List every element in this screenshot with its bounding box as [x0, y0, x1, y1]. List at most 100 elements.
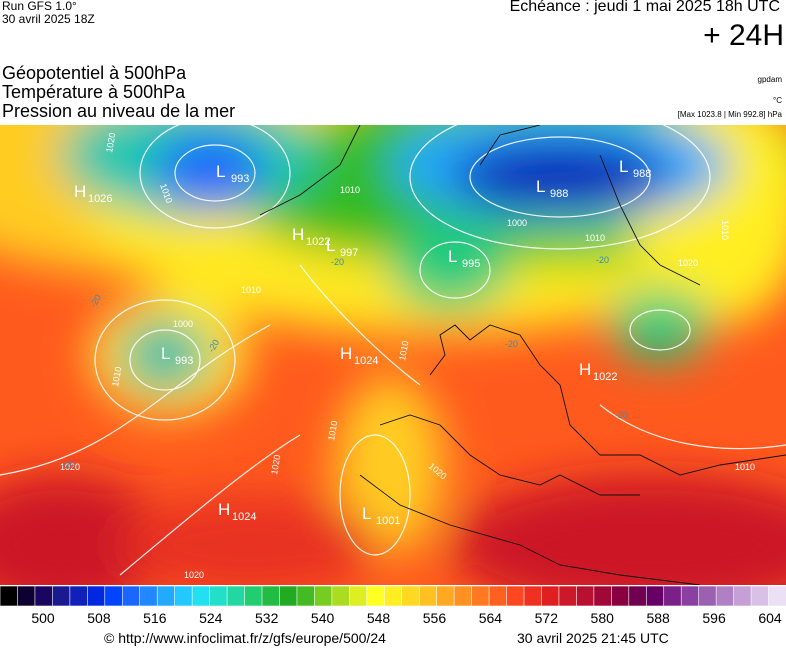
colorbar-swatch [349, 586, 368, 606]
svg-text:1024: 1024 [354, 355, 378, 367]
svg-text:1026: 1026 [88, 193, 112, 205]
svg-text:L: L [619, 157, 628, 176]
colorbar-swatch [87, 586, 106, 606]
colorbar-swatch [401, 586, 421, 606]
colorbar-tick-label: 564 [478, 610, 503, 626]
unit-temperature: °C [773, 96, 782, 105]
colorbar-swatch [296, 586, 316, 606]
svg-text:988: 988 [633, 168, 651, 180]
colorbar-swatch [628, 586, 648, 606]
pressure-center: L 993 [216, 162, 249, 185]
colorbar-swatch [104, 586, 124, 606]
svg-text:H: H [340, 344, 352, 363]
isobars [0, 125, 786, 576]
colorbar-swatch [261, 586, 281, 606]
colorbar-swatch [680, 586, 700, 606]
svg-text:988: 988 [550, 188, 568, 200]
colorbar-swatch [34, 586, 54, 606]
weather-map: L 993 H 1026 H 1022 L 997 L 995 L 988 L 988 L 99… [0, 125, 786, 585]
svg-text:1001: 1001 [376, 515, 400, 527]
colorbar-tick-label: 516 [143, 610, 167, 626]
svg-text:L: L [161, 344, 170, 363]
svg-text:995: 995 [462, 258, 480, 270]
unit-pressure-range: [Max 1023.8 | Min 992.8] hPa [677, 110, 782, 119]
colorbar [0, 586, 786, 606]
pressure-center-labels: L 993 H 1026 H 1022 L 997 L 995 L 988 L 988 L 99… [74, 157, 651, 527]
unit-geopotential: gpdam [757, 75, 782, 84]
colorbar-swatch [593, 586, 613, 606]
colorbar-swatch [558, 586, 578, 606]
colorbar-swatch [768, 586, 786, 606]
temperature-label: -20 [331, 257, 344, 267]
colorbar-swatch [663, 586, 683, 606]
run-date: 30 avril 2025 18Z [2, 12, 95, 26]
colorbar-swatch [52, 586, 71, 606]
pressure-center: L 997 [326, 236, 358, 259]
isobar-label: 1010 [110, 366, 123, 387]
svg-text:993: 993 [231, 173, 249, 185]
colorbar-swatch [576, 586, 595, 606]
colorbar-tick-label: 524 [199, 610, 223, 626]
svg-text:1024: 1024 [232, 511, 256, 523]
svg-text:L: L [362, 504, 371, 523]
pressure-center: L 995 [448, 247, 480, 270]
colorbar-swatch [523, 586, 543, 606]
svg-text:1022: 1022 [306, 236, 330, 248]
pressure-center: H 1022 [579, 360, 617, 383]
temperature-label: -20 [505, 339, 518, 349]
colorbar-swatch [17, 586, 36, 606]
colorbar-swatch [488, 586, 508, 606]
colorbar-swatch [715, 586, 735, 606]
svg-text:H: H [218, 500, 230, 519]
colorbar-swatch [541, 586, 560, 606]
colorbar-swatch [191, 586, 211, 606]
isobar-label: 1020 [104, 132, 117, 153]
colorbar-swatch [226, 586, 246, 606]
colorbar-swatch [331, 586, 351, 606]
isobar-label: 1010 [735, 462, 755, 472]
colorbar-swatch [733, 586, 752, 606]
lead-time-label: + 24H [703, 19, 784, 52]
colorbar-swatch [750, 586, 770, 606]
colorbar-tick-label: 580 [590, 610, 614, 626]
pressure-center: L 988 [536, 177, 568, 200]
colorbar-tick-label: 556 [422, 610, 447, 626]
colorbar-tick-label: 540 [310, 610, 335, 626]
isobar-label: 1010 [241, 285, 261, 295]
colorbar-swatch [244, 586, 263, 606]
title-temperature: Température à 500hPa [2, 82, 186, 102]
isobar-label: 1010 [340, 185, 360, 195]
colorbar-tick-label: 588 [646, 610, 670, 626]
colorbar-swatch [69, 586, 89, 606]
isobar-label: 1000 [173, 319, 193, 329]
colorbar-swatch [611, 586, 630, 606]
run-label: Run GFS 1.0° [2, 0, 77, 13]
colorbar-swatch [436, 586, 456, 606]
colorbar-swatch [645, 586, 665, 606]
pressure-center: L 993 [161, 344, 193, 367]
colorbar-swatch [418, 586, 438, 606]
pressure-center: L 1001 [362, 504, 400, 527]
forecast-time-label: Echéance : jeudi 1 mai 2025 18h UTC [509, 0, 780, 15]
temperature-label: -20 [615, 410, 628, 420]
temperature-label: -20 [62, 460, 75, 470]
colorbar-swatch [453, 586, 473, 606]
colorbar-swatch [0, 586, 19, 606]
pressure-center: L 988 [619, 157, 651, 180]
colorbar-swatch [383, 586, 403, 606]
colorbar-swatch [471, 586, 490, 606]
temperature-label: -20 [596, 255, 609, 265]
svg-text:L: L [448, 247, 457, 266]
pressure-center: H 1022 [292, 225, 330, 248]
pressure-center: H 1024 [218, 500, 256, 523]
svg-text:L: L [536, 177, 545, 196]
colorbar-swatch [279, 586, 298, 606]
isobar-label: 1020 [60, 462, 80, 472]
colorbar-tick-label: 508 [87, 610, 111, 626]
isobar-label: 1020 [678, 258, 698, 268]
colorbar-swatch [121, 586, 141, 606]
footer-copyright: © http://www.infoclimat.fr/z/gfs/europe/… [104, 630, 386, 646]
svg-text:L: L [216, 162, 225, 181]
svg-text:L: L [326, 236, 335, 255]
svg-text:997: 997 [340, 247, 358, 259]
